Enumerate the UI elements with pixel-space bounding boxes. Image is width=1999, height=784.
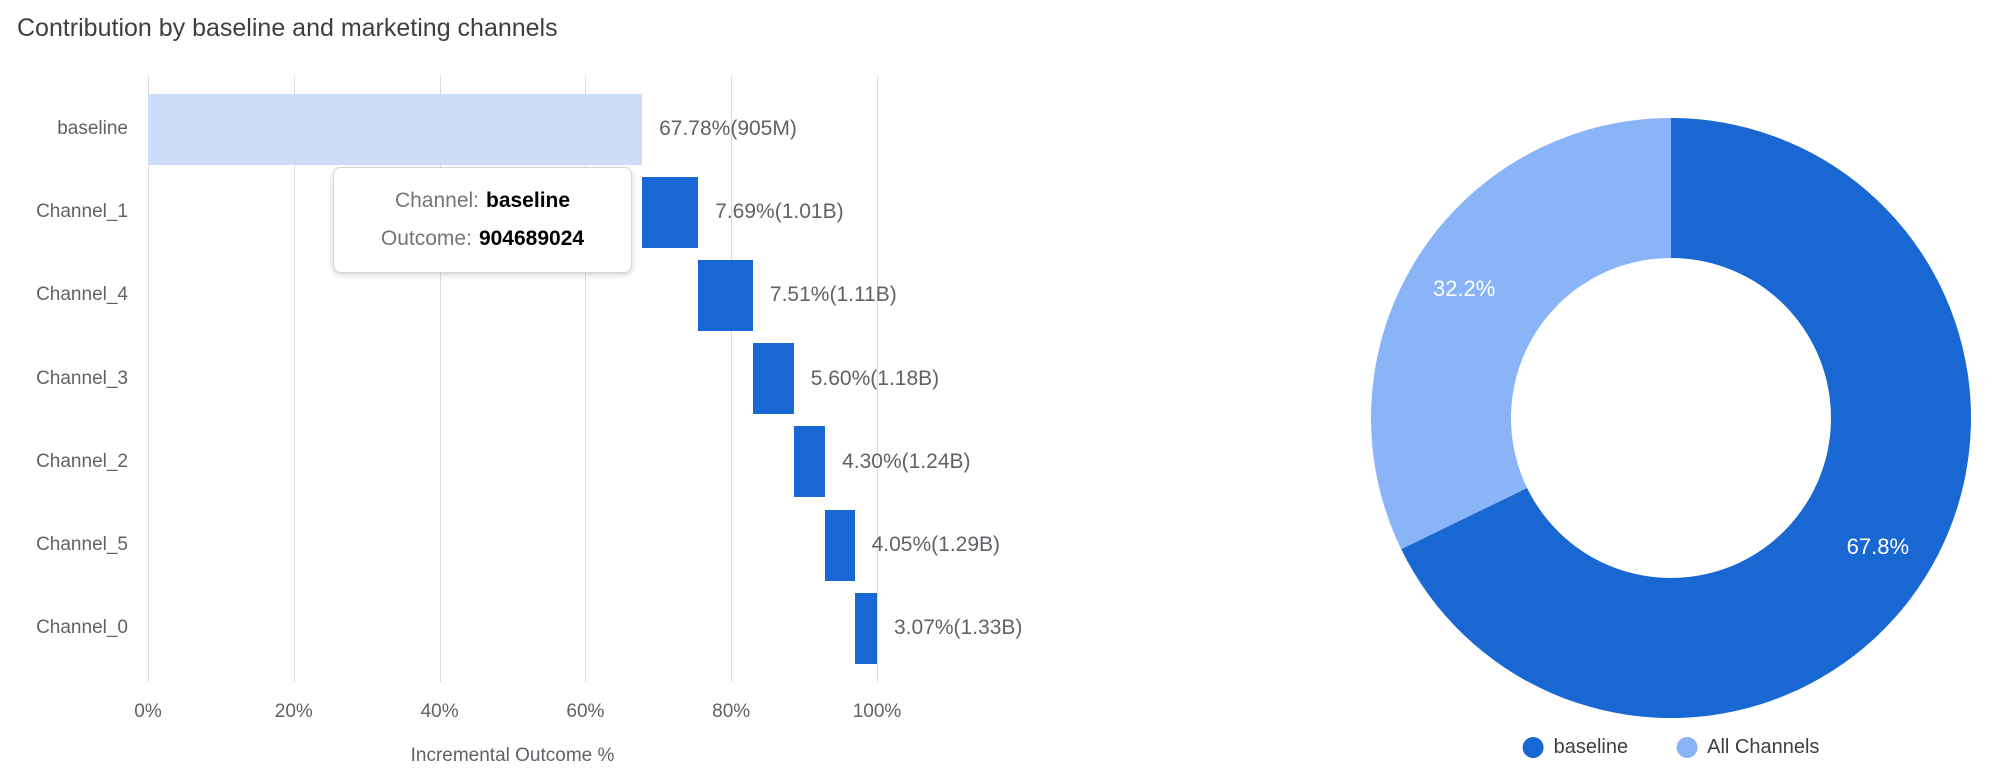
value-label-baseline: 67.78%(905M)	[659, 117, 797, 140]
x-tick-label-60%: 60%	[566, 701, 605, 722]
legend-item-baseline[interactable]: baseline	[1522, 735, 1629, 759]
value-label-Channel_0: 3.07%(1.33B)	[894, 616, 1023, 640]
legend-label: All Channels	[1707, 736, 1820, 758]
gridline-100%	[877, 76, 878, 682]
legend-label: baseline	[1553, 736, 1629, 758]
gridline-0%	[148, 76, 149, 682]
gridline-20%	[293, 76, 295, 682]
tooltip-channel-row: Channel: baseline	[395, 182, 570, 220]
category-label-Channel_1: Channel_1	[36, 201, 128, 223]
donut-slice-baseline[interactable]	[1401, 118, 1971, 718]
x-tick-label-100%: 100%	[852, 701, 902, 722]
donut-svg	[1371, 118, 1971, 718]
value-label-Channel_4: 7.51%(1.11B)	[769, 283, 897, 307]
x-axis-title: Incremental Outcome %	[410, 745, 615, 766]
legend-dot-icon	[1522, 736, 1544, 758]
tooltip-outcome-value: 904689024	[478, 227, 585, 250]
category-label-Channel_0: Channel_0	[36, 617, 128, 639]
x-tick-label-40%: 40%	[420, 701, 459, 722]
bar-Channel_2[interactable]	[793, 426, 826, 498]
category-label-baseline: baseline	[57, 118, 128, 139]
donut-label-all-channels: 32.2%	[1432, 275, 1496, 301]
donut-slice-all-channels[interactable]	[1371, 118, 1671, 550]
bar-Channel_5[interactable]	[825, 509, 855, 581]
legend-item-all-channels[interactable]: All Channels	[1676, 735, 1819, 759]
chart-tooltip: Channel: baseline Outcome: 904689024	[333, 167, 632, 273]
bar-Channel_4[interactable]	[698, 259, 753, 331]
tooltip-channel-label: Channel:	[394, 189, 479, 212]
category-label-Channel_3: Channel_3	[36, 367, 128, 389]
x-tick-label-80%: 80%	[712, 701, 751, 722]
gridline-80%	[731, 76, 733, 682]
category-label-Channel_4: Channel_4	[36, 284, 128, 306]
x-tick-label-20%: 20%	[274, 701, 313, 722]
tooltip-channel-value: baseline	[486, 189, 571, 212]
x-tick-label-0%: 0%	[134, 701, 162, 722]
category-label-Channel_5: Channel_5	[36, 534, 128, 555]
gridline-60%	[585, 76, 587, 682]
chart-title: Contribution by baseline and marketing c…	[17, 14, 558, 42]
bar-plot-area	[148, 76, 878, 682]
tooltip-outcome-label: Outcome:	[380, 227, 472, 250]
donut-label-baseline: 67.8%	[1846, 534, 1910, 560]
value-label-Channel_5: 4.05%(1.29B)	[871, 533, 1001, 556]
tooltip-outcome-row: Outcome: 904689024	[381, 220, 584, 258]
category-label-Channel_2: Channel_2	[36, 450, 128, 472]
bar-baseline[interactable]	[148, 93, 643, 165]
value-label-Channel_2: 4.30%(1.24B)	[842, 449, 971, 473]
gridline-40%	[439, 76, 441, 682]
value-label-Channel_3: 5.60%(1.18B)	[810, 366, 940, 390]
bar-Channel_1[interactable]	[642, 176, 699, 248]
bar-Channel_3[interactable]	[752, 343, 794, 415]
value-label-Channel_1: 7.69%(1.01B)	[715, 200, 844, 224]
donut-legend: baseline All Channels	[1522, 735, 1819, 759]
legend-dot-icon	[1676, 736, 1698, 758]
bar-Channel_0[interactable]	[854, 592, 877, 664]
